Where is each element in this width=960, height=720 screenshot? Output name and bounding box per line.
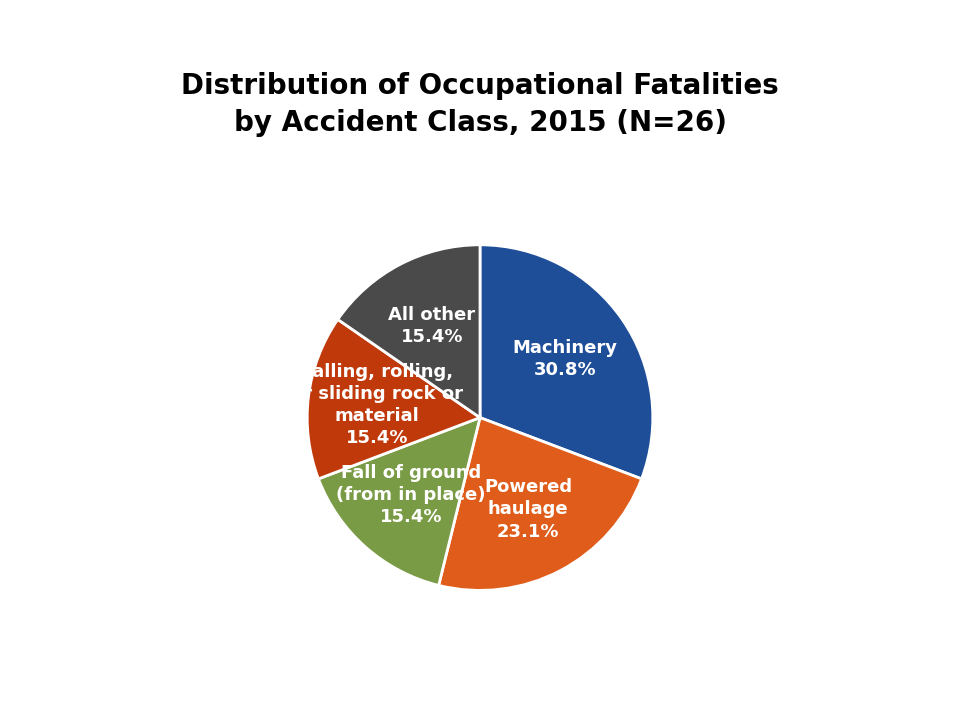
Wedge shape <box>338 245 480 418</box>
Text: Powered
haulage
23.1%: Powered haulage 23.1% <box>484 478 572 541</box>
Wedge shape <box>439 418 641 590</box>
Wedge shape <box>319 418 480 585</box>
Text: Falling, rolling,
or sliding rock or
material
15.4%: Falling, rolling, or sliding rock or mat… <box>291 363 463 447</box>
Text: All other
15.4%: All other 15.4% <box>388 306 475 346</box>
Text: Machinery
30.8%: Machinery 30.8% <box>513 338 618 379</box>
Wedge shape <box>307 320 480 479</box>
Text: Fall of ground
(from in place)
15.4%: Fall of ground (from in place) 15.4% <box>337 464 486 526</box>
Wedge shape <box>480 245 653 479</box>
Text: Distribution of Occupational Fatalities
by Accident Class, 2015 (N=26): Distribution of Occupational Fatalities … <box>181 72 779 137</box>
